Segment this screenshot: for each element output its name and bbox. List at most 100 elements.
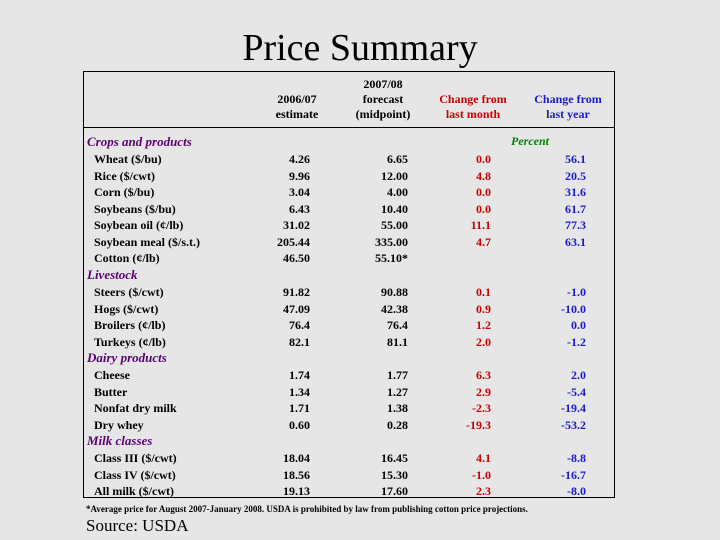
row-label: Hogs ($/cwt) bbox=[94, 301, 159, 316]
table-row: Soybean oil (¢/lb) 31.02 55.00 11.1 77.3 bbox=[0, 218, 720, 234]
table-row: Butter 1.34 1.27 2.9 -5.4 bbox=[0, 385, 720, 401]
section-header: Dairy products bbox=[87, 350, 167, 365]
row-label: Nonfat dry milk bbox=[94, 401, 177, 415]
change-last-month: 2.3 bbox=[476, 484, 491, 498]
estimate-2006-07: 47.09 bbox=[283, 301, 310, 316]
change-last-month: 0.0 bbox=[476, 201, 491, 216]
row-label: Soybean oil (¢/lb) bbox=[94, 218, 184, 232]
col-header-change-year: Change from last year bbox=[534, 92, 602, 121]
change-last-month: 0.0 bbox=[476, 152, 491, 166]
table-row: Turkeys (¢/lb) 82.1 81.1 2.0 -1.2 bbox=[0, 335, 720, 351]
forecast-2007-08: 335.00 bbox=[375, 234, 408, 249]
change-last-month: 4.1 bbox=[476, 451, 491, 465]
change-last-year: -10.0 bbox=[561, 301, 586, 316]
table-row: All milk ($/cwt) 19.13 17.60 2.3 -8.0 bbox=[0, 484, 720, 500]
row-label: Soybean meal ($/s.t.) bbox=[94, 234, 200, 249]
source-note: Source: USDA bbox=[86, 516, 189, 535]
change-last-month: 1.2 bbox=[476, 318, 491, 332]
row-label: Wheat ($/bu) bbox=[94, 152, 162, 166]
row-label: Rice ($/cwt) bbox=[94, 168, 155, 183]
table-row: Class III ($/cwt) 18.04 16.45 4.1 -8.8 bbox=[0, 451, 720, 467]
estimate-2006-07: 205.44 bbox=[277, 234, 310, 249]
change-last-month: 0.1 bbox=[476, 285, 491, 299]
section-header: Crops and products bbox=[87, 134, 192, 149]
change-last-year: 61.7 bbox=[565, 201, 586, 216]
forecast-2007-08: 0.28 bbox=[387, 417, 408, 432]
forecast-2007-08: 1.38 bbox=[387, 401, 408, 415]
table-row: Soybeans ($/bu) 6.43 10.40 0.0 61.7 bbox=[0, 202, 720, 218]
row-label: Cotton (¢/lb) bbox=[94, 251, 160, 265]
estimate-2006-07: 9.96 bbox=[289, 168, 310, 183]
table-row: Class IV ($/cwt) 18.56 15.30 -1.0 -16.7 bbox=[0, 468, 720, 484]
estimate-2006-07: 46.50 bbox=[283, 251, 310, 265]
change-last-year: 77.3 bbox=[565, 218, 586, 232]
col-header-2006-07: 2006/07 estimate bbox=[275, 92, 319, 121]
section-header: Livestock bbox=[87, 267, 138, 282]
forecast-2007-08: 17.60 bbox=[381, 484, 408, 498]
table-row: Dry whey 0.60 0.28 -19.3 -53.2 bbox=[0, 418, 720, 434]
estimate-2006-07: 76.4 bbox=[289, 318, 310, 332]
change-last-year: -8.0 bbox=[567, 484, 586, 498]
section-header: Milk classes bbox=[87, 433, 153, 448]
percent-label: Percent bbox=[511, 134, 549, 148]
table-row: Cotton (¢/lb) 46.50 55.10* bbox=[0, 251, 720, 267]
estimate-2006-07: 1.74 bbox=[289, 368, 310, 382]
change-last-month: 2.0 bbox=[476, 334, 491, 349]
table-bottom-line bbox=[83, 497, 615, 498]
estimate-2006-07: 6.43 bbox=[289, 201, 310, 216]
row-label: Steers ($/cwt) bbox=[94, 285, 164, 299]
estimate-2006-07: 0.60 bbox=[289, 417, 310, 432]
row-label: Class III ($/cwt) bbox=[94, 451, 177, 465]
change-last-month: 11.1 bbox=[470, 218, 491, 232]
row-label: Soybeans ($/bu) bbox=[94, 201, 176, 216]
forecast-2007-08: 4.00 bbox=[387, 185, 408, 199]
change-last-month: -2.3 bbox=[472, 401, 491, 415]
change-last-year: -5.4 bbox=[567, 384, 586, 399]
change-last-year: -16.7 bbox=[561, 467, 586, 482]
change-last-year: 0.0 bbox=[571, 318, 586, 332]
change-last-year: -53.2 bbox=[561, 417, 586, 432]
change-last-month: 0.0 bbox=[476, 185, 491, 199]
forecast-2007-08: 90.88 bbox=[381, 285, 408, 299]
forecast-2007-08: 1.77 bbox=[387, 368, 408, 382]
row-label: Cheese bbox=[94, 368, 130, 382]
change-last-month: 2.9 bbox=[476, 384, 491, 399]
table-row: Hogs ($/cwt) 47.09 42.38 0.9 -10.0 bbox=[0, 302, 720, 318]
change-last-year: -1.0 bbox=[567, 285, 586, 299]
change-last-month: 0.9 bbox=[476, 301, 491, 316]
price-table-panel bbox=[83, 71, 615, 497]
col-header-change-month: Change from last month bbox=[439, 92, 507, 121]
row-label: Butter bbox=[94, 384, 128, 399]
change-last-month: -19.3 bbox=[466, 417, 491, 432]
forecast-2007-08: 81.1 bbox=[387, 334, 408, 349]
row-label: All milk ($/cwt) bbox=[94, 484, 174, 498]
table-row: Rice ($/cwt) 9.96 12.00 4.8 20.5 bbox=[0, 169, 720, 185]
forecast-2007-08: 55.00 bbox=[381, 218, 408, 232]
estimate-2006-07: 82.1 bbox=[289, 334, 310, 349]
row-label: Class IV ($/cwt) bbox=[94, 467, 176, 482]
estimate-2006-07: 18.56 bbox=[283, 467, 310, 482]
estimate-2006-07: 4.26 bbox=[289, 152, 310, 166]
page-title: Price Summary bbox=[242, 27, 478, 69]
estimate-2006-07: 1.71 bbox=[289, 401, 310, 415]
change-last-year: -1.2 bbox=[567, 334, 586, 349]
forecast-2007-08: 10.40 bbox=[381, 201, 408, 216]
table-row: Steers ($/cwt) 91.82 90.88 0.1 -1.0 bbox=[0, 285, 720, 301]
forecast-2007-08: 12.00 bbox=[381, 168, 408, 183]
change-last-year: -8.8 bbox=[567, 451, 586, 465]
estimate-2006-07: 31.02 bbox=[283, 218, 310, 232]
change-last-month: 4.8 bbox=[476, 168, 491, 183]
change-last-year: -19.4 bbox=[561, 401, 586, 415]
forecast-2007-08: 76.4 bbox=[387, 318, 408, 332]
estimate-2006-07: 91.82 bbox=[283, 285, 310, 299]
row-label: Corn ($/bu) bbox=[94, 185, 155, 199]
row-label: Turkeys (¢/lb) bbox=[94, 334, 166, 349]
forecast-2007-08: 55.10* bbox=[375, 251, 408, 265]
forecast-2007-08: 42.38 bbox=[381, 301, 408, 316]
forecast-2007-08: 6.65 bbox=[387, 152, 408, 166]
change-last-year: 63.1 bbox=[565, 234, 586, 249]
estimate-2006-07: 18.04 bbox=[283, 451, 310, 465]
change-last-month: -1.0 bbox=[472, 467, 491, 482]
change-last-month: 6.3 bbox=[476, 368, 491, 382]
change-last-year: 31.6 bbox=[565, 185, 586, 199]
